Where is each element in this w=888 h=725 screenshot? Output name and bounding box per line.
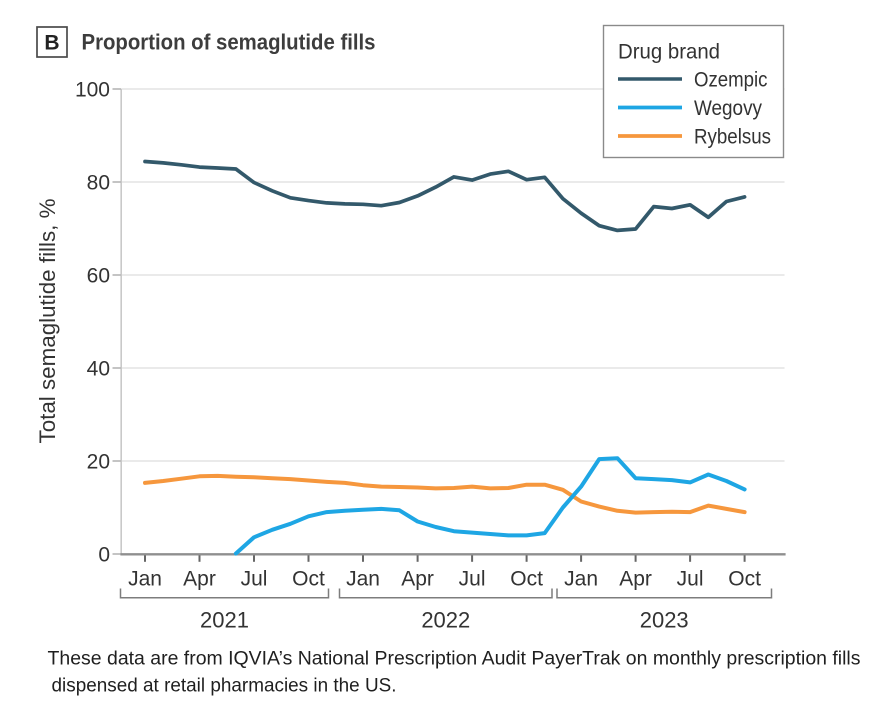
svg-text:2021: 2021 [200, 608, 249, 633]
svg-text:0: 0 [98, 544, 110, 567]
svg-text:These data are from IQVIA’s Na: These data are from IQVIA’s National Pre… [48, 648, 861, 670]
svg-text:Total semaglutide fills, %: Total semaglutide fills, % [35, 199, 60, 444]
svg-text:Oct: Oct [292, 568, 325, 591]
svg-text:Oct: Oct [510, 568, 543, 591]
svg-text:Drug brand: Drug brand [618, 41, 720, 64]
svg-text:Jul: Jul [459, 568, 486, 591]
svg-text:100: 100 [75, 79, 110, 102]
svg-text:80: 80 [87, 172, 110, 195]
svg-text:Jan: Jan [564, 568, 598, 591]
svg-text:dispensed at retail pharmacies: dispensed at retail pharmacies in the US… [52, 675, 397, 697]
svg-text:Apr: Apr [619, 568, 652, 591]
svg-text:2022: 2022 [421, 608, 470, 633]
svg-text:Apr: Apr [401, 568, 434, 591]
svg-text:Rybelsus: Rybelsus [694, 126, 771, 149]
svg-text:60: 60 [87, 265, 110, 288]
svg-text:Jan: Jan [128, 568, 162, 591]
svg-text:20: 20 [87, 451, 110, 474]
svg-text:Oct: Oct [728, 568, 761, 591]
svg-text:Ozempic: Ozempic [694, 69, 768, 92]
svg-text:40: 40 [87, 358, 110, 381]
svg-text:Apr: Apr [183, 568, 216, 591]
svg-text:B: B [44, 32, 59, 55]
svg-text:Jul: Jul [677, 568, 704, 591]
svg-text:Wegovy: Wegovy [694, 97, 762, 120]
svg-text:Jul: Jul [241, 568, 268, 591]
svg-text:2023: 2023 [640, 608, 689, 633]
svg-text:Proportion of semaglutide fill: Proportion of semaglutide fills [82, 30, 376, 55]
svg-text:Jan: Jan [346, 568, 380, 591]
